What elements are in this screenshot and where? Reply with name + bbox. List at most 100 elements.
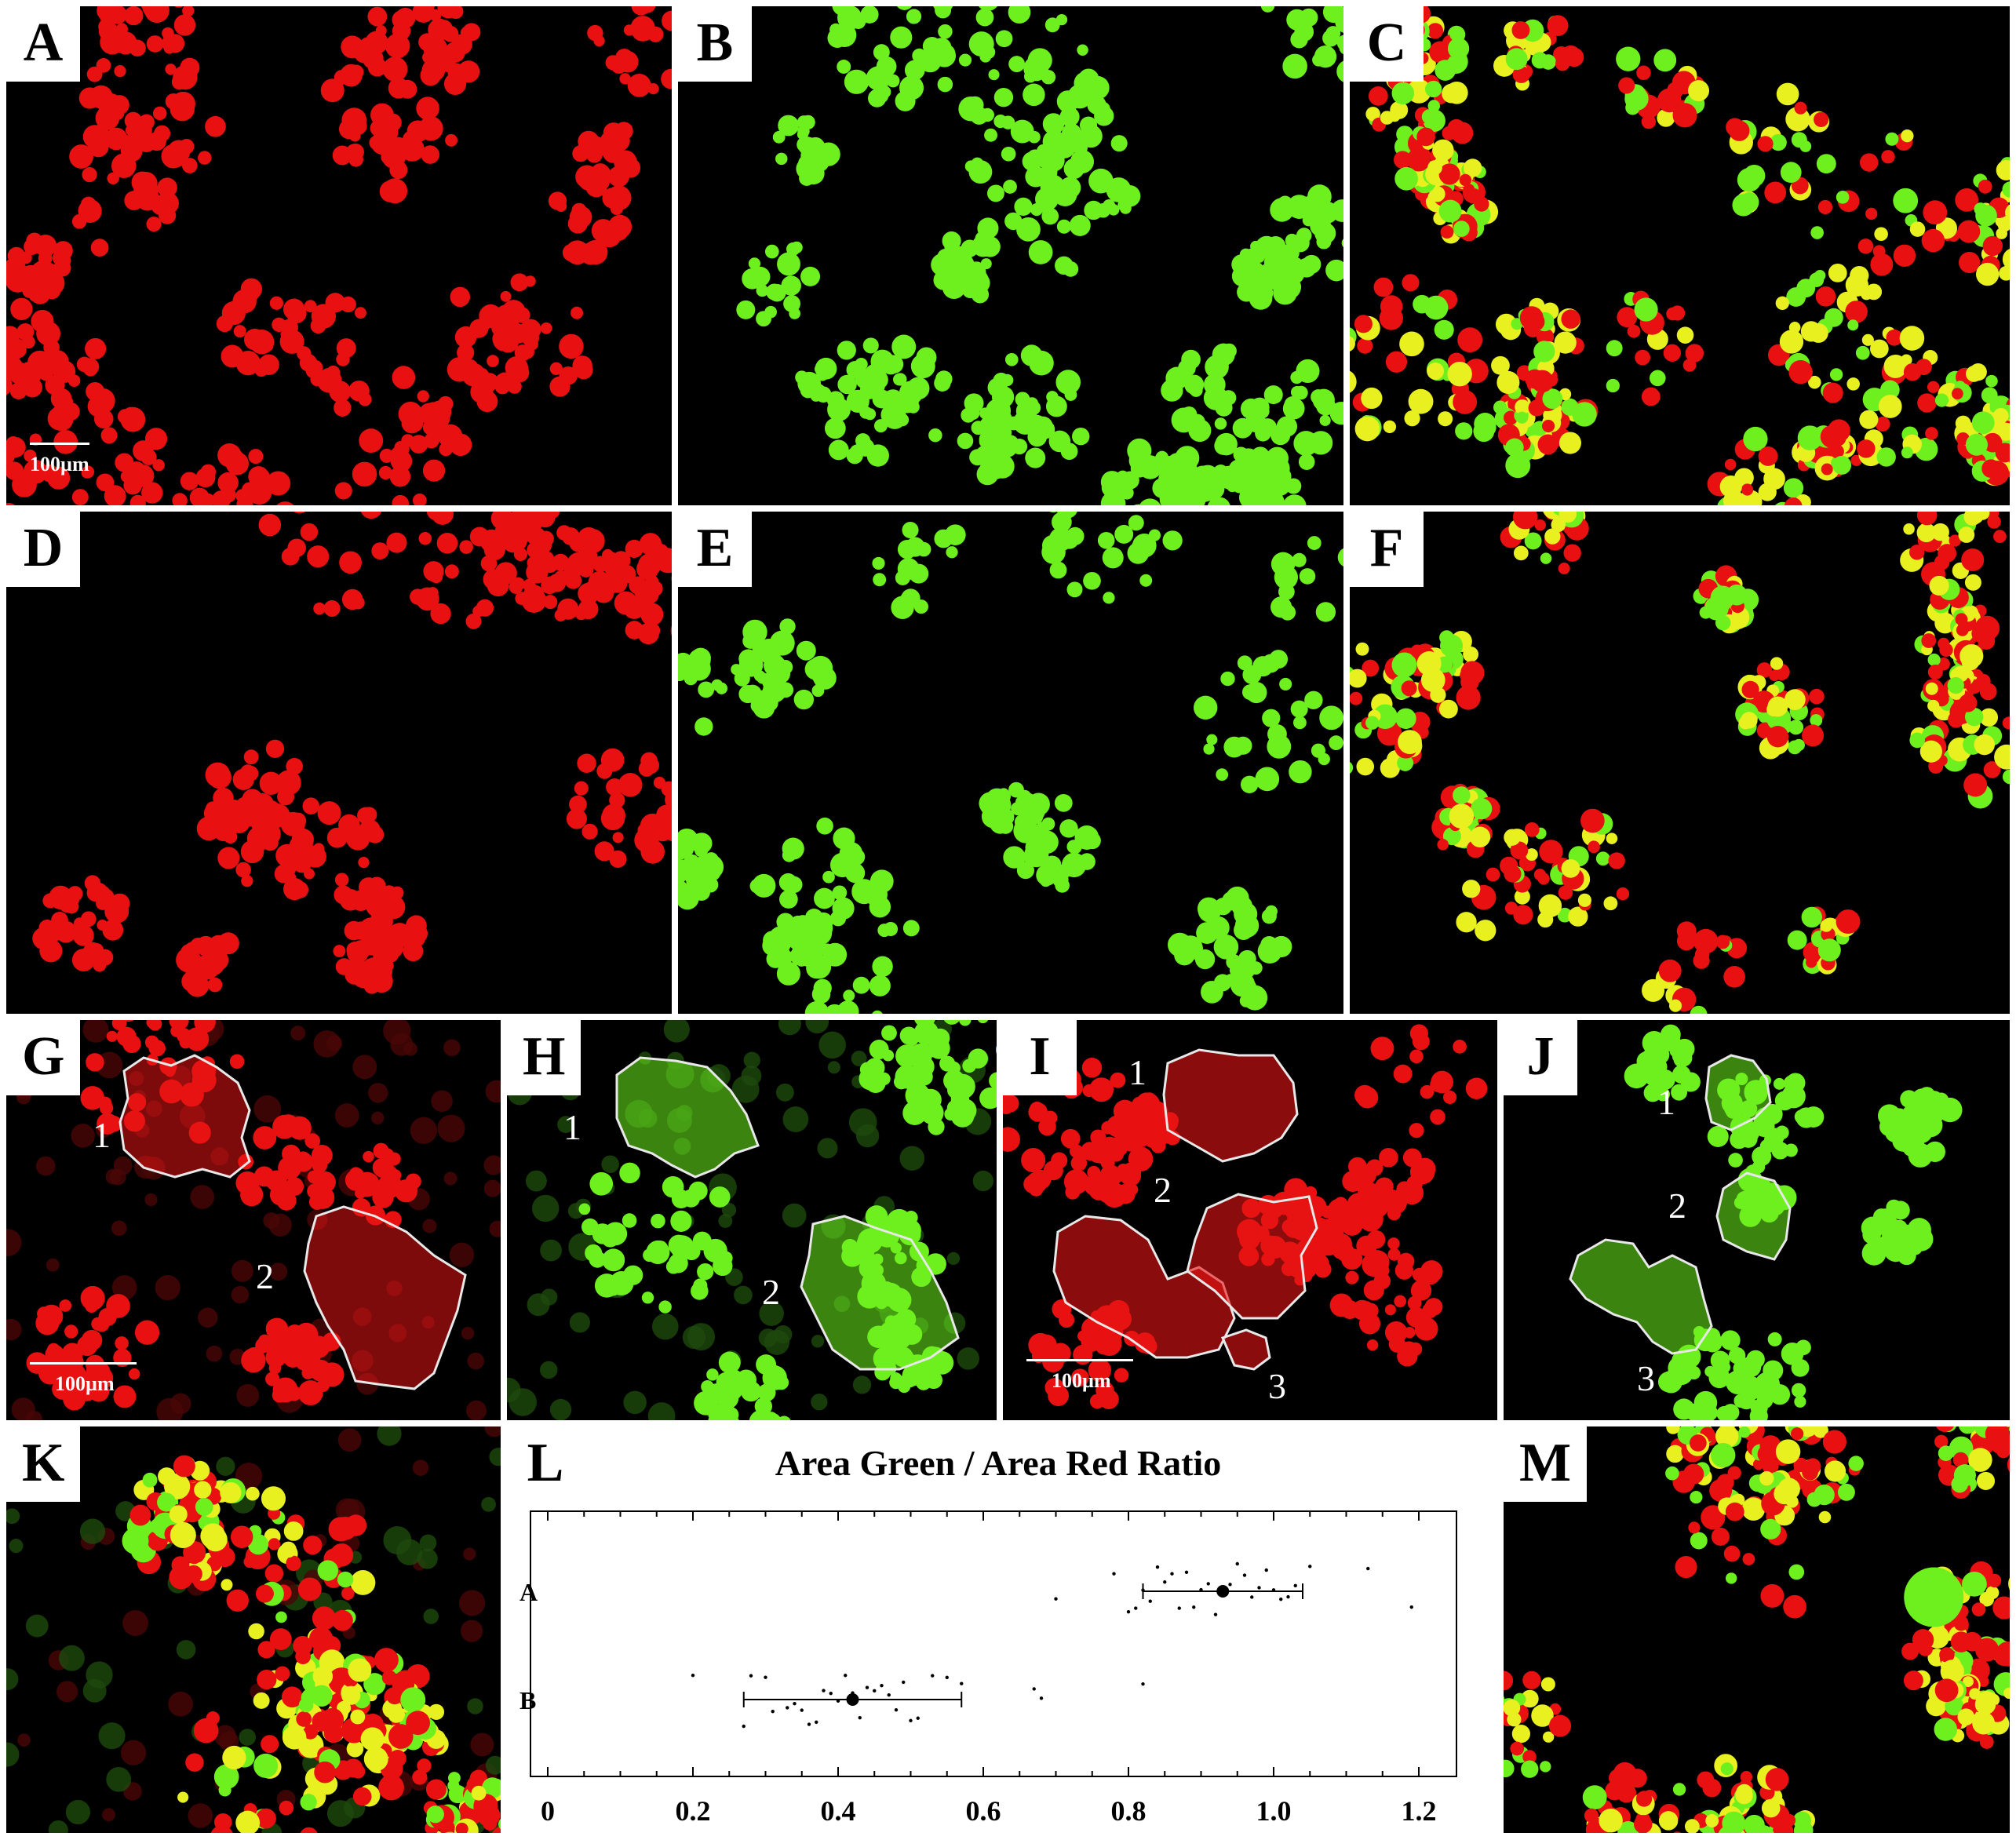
cell — [1276, 416, 1298, 437]
cell — [1074, 825, 1099, 850]
cell — [596, 763, 613, 779]
data-point — [902, 1680, 906, 1685]
data-point — [916, 1716, 920, 1720]
cell — [1616, 887, 1630, 901]
cell — [902, 521, 919, 539]
cell — [656, 804, 672, 825]
background-cell — [449, 1242, 475, 1267]
panel-i-label: I — [1003, 1020, 1077, 1095]
background-cell — [155, 1274, 180, 1301]
cell — [1641, 114, 1657, 129]
cell — [131, 465, 155, 487]
cell — [242, 765, 259, 782]
cell — [578, 1203, 591, 1215]
cell — [370, 103, 394, 127]
cell — [968, 31, 994, 57]
background-cell — [25, 1614, 49, 1638]
cell — [1953, 1464, 1976, 1487]
cell — [1347, 1205, 1366, 1224]
cell — [1350, 336, 1355, 352]
scale-bar: 100µm — [30, 443, 89, 476]
background-cell — [86, 1661, 113, 1689]
data-point — [1250, 1595, 1254, 1599]
cell — [2007, 1457, 2010, 1473]
background-cell — [484, 1426, 501, 1437]
cell — [206, 1711, 220, 1725]
cell — [341, 1685, 361, 1705]
cell — [1806, 956, 1817, 968]
cell — [1975, 262, 2000, 286]
background-cell — [848, 1108, 877, 1136]
cell — [218, 1784, 231, 1797]
background-cell — [111, 1220, 127, 1237]
cell — [388, 1724, 414, 1749]
cell — [1435, 60, 1456, 81]
cell — [555, 200, 567, 212]
cell — [349, 129, 361, 142]
background-cell — [377, 1426, 402, 1446]
background-cell — [239, 1729, 257, 1746]
cell — [789, 308, 801, 319]
cell — [1111, 1167, 1126, 1182]
background-cell — [663, 1020, 690, 1043]
cell — [392, 494, 410, 505]
cell — [1510, 1741, 1525, 1756]
cell — [1649, 370, 1666, 387]
cell — [1588, 840, 1600, 854]
cell — [141, 482, 163, 504]
data-point — [1155, 1565, 1160, 1569]
cell — [1836, 909, 1861, 934]
cell — [882, 1049, 895, 1062]
background-cell — [216, 1456, 235, 1476]
cell — [417, 390, 429, 403]
cell — [1971, 624, 1991, 643]
cell — [922, 36, 942, 56]
cell — [1385, 351, 1408, 373]
cell — [1537, 328, 1555, 346]
cell — [1635, 1791, 1653, 1807]
cell — [1921, 228, 1945, 253]
cell — [1763, 1368, 1777, 1383]
cell — [258, 359, 272, 372]
cell — [86, 1053, 104, 1072]
cell — [476, 391, 498, 413]
cell — [1972, 1711, 1996, 1735]
cell — [1348, 1157, 1367, 1176]
cell — [1061, 123, 1081, 144]
cell — [1215, 399, 1233, 417]
cell — [1640, 1048, 1663, 1070]
cell — [855, 433, 871, 449]
cell — [240, 278, 263, 300]
cell — [1865, 207, 1878, 220]
cell — [425, 1779, 447, 1800]
cell — [1956, 624, 1969, 636]
cell — [987, 377, 1008, 398]
cell — [406, 1711, 430, 1736]
cell — [1462, 880, 1481, 898]
region-outline — [1569, 1238, 1713, 1355]
cell — [1139, 574, 1153, 587]
cell — [421, 145, 439, 164]
cell — [1528, 399, 1545, 417]
cell — [483, 538, 506, 561]
cell — [1282, 494, 1307, 505]
cell — [1059, 819, 1078, 838]
cell — [350, 1709, 366, 1725]
cell — [776, 961, 800, 986]
cell — [1505, 438, 1524, 457]
cell — [22, 377, 42, 398]
cell — [800, 382, 816, 399]
cell — [122, 1034, 141, 1054]
cell — [124, 6, 144, 26]
cell — [1870, 339, 1889, 359]
cell — [1184, 374, 1205, 395]
cell — [1580, 808, 1605, 833]
cell — [539, 512, 559, 519]
cell — [1925, 1091, 1943, 1108]
cell — [282, 1725, 307, 1750]
cell — [345, 1169, 367, 1191]
background-cell — [531, 1194, 560, 1222]
data-point — [1112, 1572, 1116, 1576]
cell — [662, 10, 672, 31]
cell — [1023, 1175, 1043, 1194]
